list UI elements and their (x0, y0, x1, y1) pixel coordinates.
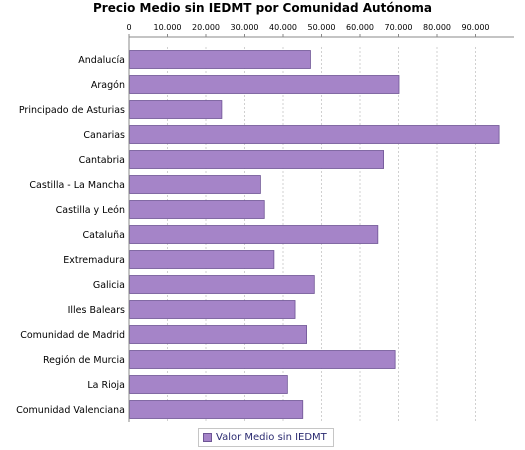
category-label: Illes Balears (68, 305, 125, 316)
bar (129, 275, 315, 294)
bar (129, 200, 265, 219)
category-label: Castilla - La Mancha (29, 180, 125, 191)
chart-title: Precio Medio sin IEDMT por Comunidad Aut… (93, 1, 432, 15)
x-tick-label: 80.000 (423, 23, 451, 32)
category-labels: Andalucía Aragón Principado de Asturias Can… (16, 55, 125, 416)
bar (129, 400, 304, 419)
category-label: Comunidad de Madrid (20, 330, 125, 341)
bar (129, 50, 311, 69)
bar (129, 325, 308, 344)
legend-label: Valor Medio sin IEDMT (216, 432, 327, 443)
category-label: Región de Murcia (43, 355, 125, 366)
bar (129, 100, 223, 119)
category-label: La Rioja (87, 380, 125, 391)
x-tick-label: 30.000 (231, 23, 259, 32)
category-label: Galicia (93, 280, 125, 291)
bar (129, 150, 385, 169)
category-label: Aragón (91, 80, 125, 91)
category-label: Castilla y León (56, 205, 125, 216)
bars (129, 50, 500, 419)
x-tick-label: 50.000 (308, 23, 336, 32)
category-label: Andalucía (78, 55, 125, 66)
x-tick-label: 20.000 (192, 23, 220, 32)
x-tick-label: 70.000 (385, 23, 413, 32)
x-tick-label: 0 (126, 23, 131, 32)
x-tick-label: 40.000 (269, 23, 297, 32)
category-label: Extremadura (63, 255, 125, 266)
x-tick-label: 90.000 (462, 23, 490, 32)
bar (129, 75, 400, 94)
x-axis-ticks: 0 10.000 20.000 30.000 40.000 50.000 60.000 70.… (126, 23, 514, 38)
legend-swatch (203, 433, 212, 442)
bar (129, 225, 379, 244)
bar (129, 175, 261, 194)
bar (129, 350, 396, 369)
category-label: Cataluña (82, 230, 125, 241)
legend: Valor Medio sin IEDMT (198, 428, 334, 447)
x-tick-label: 10.000 (154, 23, 182, 32)
bar (129, 125, 500, 144)
x-tick-label: 60.000 (346, 23, 374, 32)
bar (129, 300, 296, 319)
bar (129, 250, 275, 269)
category-label: Principado de Asturias (19, 105, 125, 116)
category-label: Comunidad Valenciana (16, 405, 125, 416)
category-label: Cantabria (79, 155, 125, 166)
bar (129, 375, 288, 394)
category-label: Canarias (83, 130, 125, 141)
